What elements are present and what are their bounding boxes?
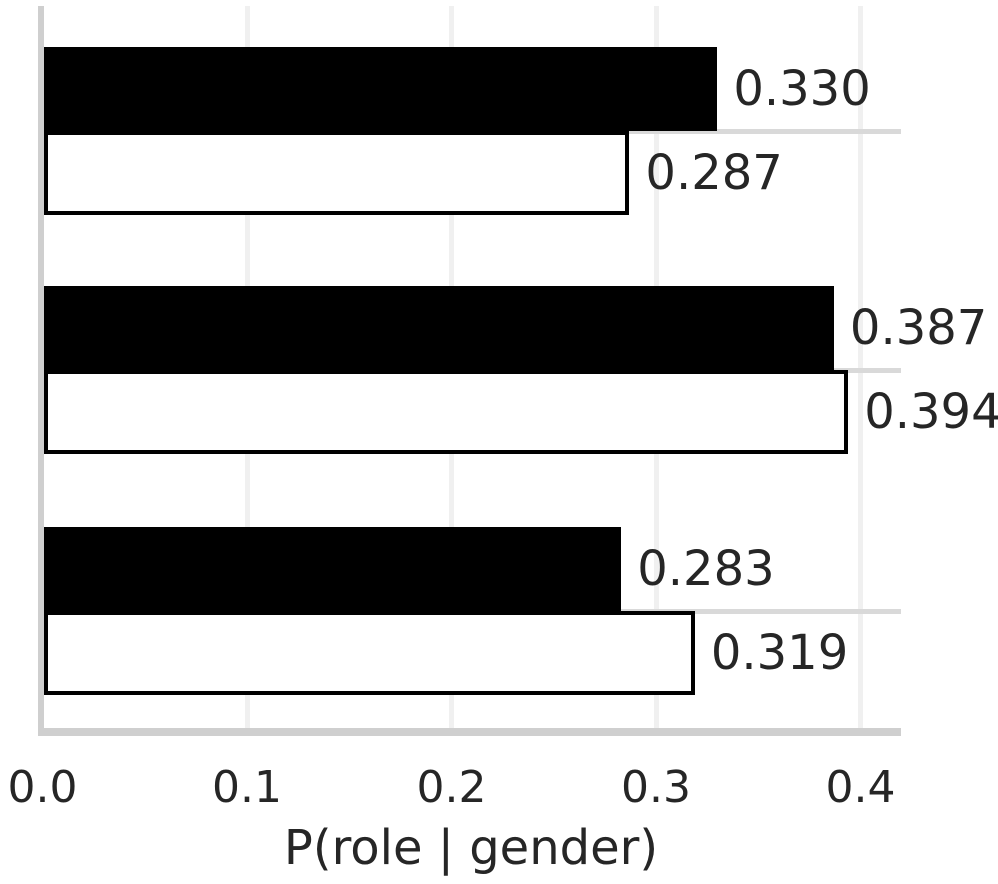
bar-value-label: 0.319 (710, 625, 849, 681)
x-axis-spine (38, 728, 901, 736)
bar-white-bars-group-3 (44, 611, 695, 695)
x-tick-label: 0.4 (825, 762, 896, 813)
bar-white-bars-group-2 (44, 370, 849, 454)
x-tick-label: 0.1 (212, 762, 282, 813)
x-tick-label: 0.2 (416, 762, 487, 813)
bar-black-bars-group-3 (44, 527, 622, 611)
bar-value-label: 0.394 (864, 384, 998, 440)
bar-white-bars-group-1 (44, 131, 630, 215)
x-axis-label: P(role | gender) (283, 820, 659, 876)
x-gridline (858, 6, 863, 728)
bar-value-label: 0.287 (645, 145, 783, 201)
bar-black-bars-group-2 (44, 286, 834, 370)
x-tick-label: 0.0 (7, 762, 78, 813)
bar-value-label: 0.330 (733, 61, 871, 117)
bar-black-bars-group-1 (44, 47, 718, 131)
x-tick-label: 0.3 (621, 762, 691, 813)
bar-value-label: 0.283 (637, 541, 775, 597)
y-axis-spine (38, 6, 44, 736)
bar-value-label: 0.387 (849, 300, 988, 356)
